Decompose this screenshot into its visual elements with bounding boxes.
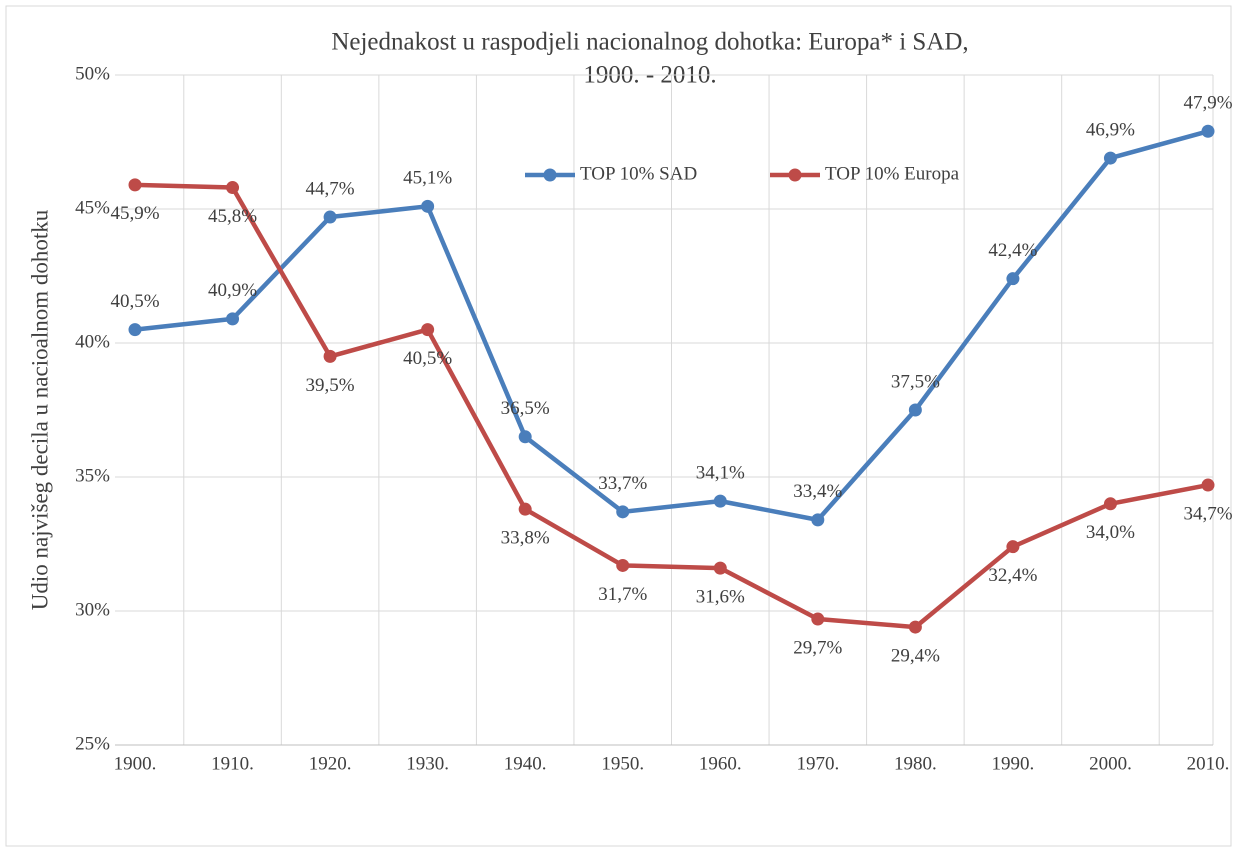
data-point: [616, 558, 630, 572]
x-tick-label: 1920.: [309, 753, 352, 774]
data-label: 44,7%: [306, 178, 355, 199]
y-tick-label: 30%: [75, 599, 110, 620]
data-label: 46,9%: [1086, 119, 1135, 140]
data-point: [908, 403, 922, 417]
data-label: 40,5%: [110, 291, 159, 312]
data-label: 36,5%: [501, 398, 550, 419]
y-axis-label: Udio najvišeg decila u nacioalnom dohotk…: [27, 209, 52, 610]
series-line: [134, 182, 1209, 630]
y-tick-label: 45%: [75, 197, 110, 218]
data-label: 40,9%: [208, 280, 257, 301]
data-label: 33,7%: [598, 473, 647, 494]
data-label: 33,4%: [793, 481, 842, 502]
data-point: [226, 181, 240, 195]
data-label: 45,8%: [208, 206, 257, 227]
data-label: 34,0%: [1086, 522, 1135, 543]
x-tick-label: 1960.: [699, 753, 742, 774]
data-point: [1103, 497, 1117, 511]
x-tick-label: 1950.: [601, 753, 644, 774]
data-label: 29,4%: [891, 645, 940, 666]
data-point: [1006, 272, 1020, 286]
data-point: [811, 513, 825, 527]
data-point: [908, 620, 922, 634]
chart-title: Nejednakost u raspodjeli nacionalnog doh…: [331, 29, 968, 56]
x-tick-label: 1970.: [796, 753, 839, 774]
data-label: 33,8%: [501, 528, 550, 549]
y-tick-label: 25%: [75, 733, 110, 754]
y-tick-label: 50%: [75, 63, 110, 84]
legend-label: TOP 10% Europa: [825, 163, 960, 184]
data-point: [226, 312, 240, 326]
legend-label: TOP 10% SAD: [580, 163, 697, 184]
data-label: 32,4%: [988, 565, 1037, 586]
data-label: 31,6%: [696, 586, 745, 607]
data-point: [713, 494, 727, 508]
data-point: [518, 430, 532, 444]
y-tick-label: 40%: [75, 331, 110, 352]
x-tick-label: 1910.: [211, 753, 254, 774]
data-label: 42,4%: [988, 240, 1037, 261]
data-point: [811, 612, 825, 626]
data-point: [1201, 124, 1215, 138]
data-point: [713, 561, 727, 575]
data-point: [518, 502, 532, 516]
data-point: [1006, 540, 1020, 554]
data-point: [616, 505, 630, 519]
data-label: 34,7%: [1183, 503, 1232, 524]
x-tick-label: 1940.: [504, 753, 547, 774]
data-label: 37,5%: [891, 371, 940, 392]
data-point: [323, 349, 337, 363]
x-tick-label: 2000.: [1089, 753, 1132, 774]
data-point: [128, 178, 142, 192]
data-label: 40,5%: [403, 348, 452, 369]
data-point: [1201, 478, 1215, 492]
data-label: 45,1%: [403, 168, 452, 189]
x-tick-label: 2010.: [1187, 753, 1230, 774]
data-label: 31,7%: [598, 584, 647, 605]
series-line: [134, 129, 1209, 523]
legend-marker: [788, 168, 802, 182]
data-point: [128, 323, 142, 337]
data-label: 34,1%: [696, 462, 745, 483]
chart-border: [5, 5, 1232, 847]
x-tick-label: 1990.: [992, 753, 1035, 774]
data-point: [421, 199, 435, 213]
data-point: [323, 210, 337, 224]
data-label: 47,9%: [1183, 93, 1232, 114]
legend-marker: [543, 168, 557, 182]
data-point: [421, 323, 435, 337]
data-point: [1103, 151, 1117, 165]
data-label: 29,7%: [793, 637, 842, 658]
x-tick-label: 1900.: [114, 753, 157, 774]
x-tick-label: 1980.: [894, 753, 937, 774]
y-tick-label: 35%: [75, 465, 110, 486]
data-label: 39,5%: [306, 375, 355, 396]
x-tick-label: 1930.: [406, 753, 449, 774]
data-label: 45,9%: [110, 203, 159, 224]
